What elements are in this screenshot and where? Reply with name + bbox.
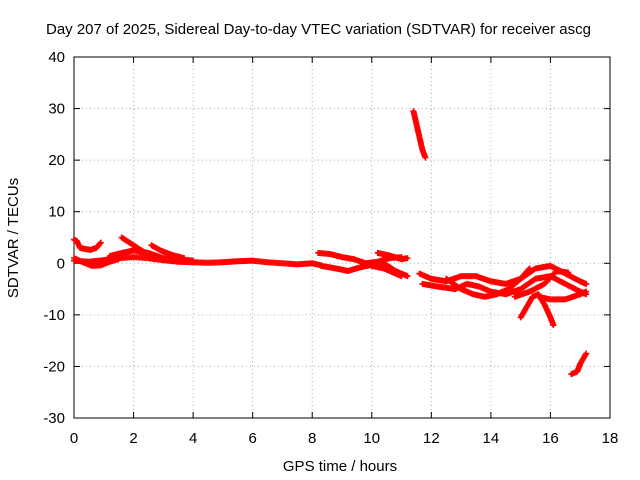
data-point (565, 269, 572, 276)
data-point (404, 273, 411, 280)
y-tick-label: 10 (48, 204, 65, 221)
x-tick-label: 14 (483, 430, 500, 447)
y-tick-label: -20 (43, 358, 65, 375)
x-tick-label: 2 (129, 430, 137, 447)
data-point (154, 254, 161, 261)
y-tick-label: 20 (48, 152, 65, 169)
data-point (190, 257, 197, 264)
data-point (583, 280, 590, 287)
grid (74, 57, 610, 418)
y-axis-title: SDTVAR / TECUs (5, 178, 22, 298)
data-point (398, 273, 405, 280)
data-point (96, 240, 103, 247)
data-point (583, 288, 590, 295)
x-tick-label: 6 (248, 430, 256, 447)
data-point (97, 239, 104, 246)
y-tick-label: 30 (48, 101, 65, 118)
axis-ticks: 0 2 4 6 8 10 12 14 16 18 -30 -20 -10 0 10 20 30 40 (43, 49, 618, 447)
x-tick-label: 12 (423, 430, 440, 447)
y-tick-label: -10 (43, 307, 65, 324)
x-tick-label: 10 (363, 430, 380, 447)
plot-frame (73, 56, 611, 419)
data-point (526, 265, 533, 272)
data-point (550, 322, 557, 329)
x-tick-label: 0 (70, 430, 78, 447)
data-point (181, 255, 188, 262)
data-points (71, 108, 590, 378)
x-tick-label: 16 (542, 430, 559, 447)
x-tick-label: 4 (189, 430, 197, 447)
x-tick-label: 18 (602, 430, 619, 447)
x-tick-label: 8 (308, 430, 316, 447)
y-tick-label: 0 (57, 255, 65, 272)
chart-title: Day 207 of 2025, Sidereal Day-to-day VTE… (46, 21, 591, 38)
data-point (404, 255, 411, 262)
y-tick-label: 40 (48, 49, 65, 66)
data-point (583, 350, 590, 357)
x-axis-title: GPS time / hours (283, 458, 397, 475)
y-tick-label: -30 (43, 410, 65, 427)
data-point (422, 154, 429, 161)
data-point (525, 266, 532, 273)
